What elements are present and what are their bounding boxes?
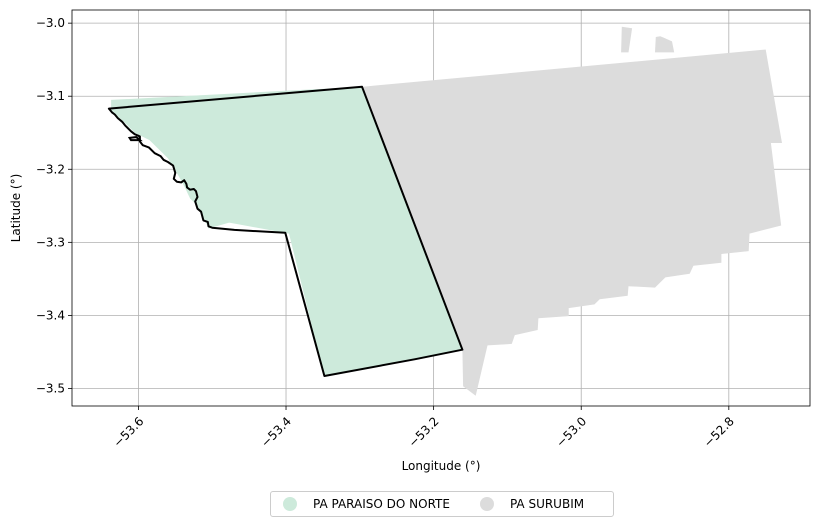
y-tick-label-2: −3.2: [36, 162, 65, 176]
y-axis-label: Latitude (°): [9, 174, 23, 243]
region-pa-surubim-part-2: [655, 36, 675, 53]
y-tick-label-5: −3.5: [36, 381, 65, 395]
region-pa-paraiso-do-norte: [111, 86, 463, 377]
x-tick-label-1: −53.4: [258, 414, 294, 450]
legend-label-paraiso: PA PARAISO DO NORTE: [313, 497, 450, 511]
region-outline-paraiso: [107, 85, 464, 377]
region-pa-surubim-part-1: [621, 26, 633, 53]
plot-frame: [71, 9, 811, 407]
x-tick-label-4: −52.8: [701, 414, 737, 450]
y-tick-label-0: −3.0: [36, 16, 65, 30]
regions-layer: [107, 26, 782, 396]
y-tick-label-1: −3.1: [36, 89, 65, 103]
legend-label-surubim: PA SURUBIM: [509, 497, 585, 511]
legend-swatch-surubim: [479, 497, 494, 511]
legend-swatch-paraiso: [283, 497, 297, 511]
x-tick-label-2: −53.2: [406, 414, 442, 450]
legend-item-surubim: PA SURUBIM: [479, 497, 585, 511]
legend: PA PARAISO DO NORTE PA SURUBIM: [270, 491, 614, 517]
legend-item-paraiso: PA PARAISO DO NORTE: [283, 497, 450, 511]
region-outline-island: [127, 136, 143, 142]
x-tick-label-3: −53.0: [553, 414, 589, 450]
x-tick-label-0: −53.6: [111, 414, 147, 450]
region-pa-surubim: [362, 49, 782, 396]
y-tick-label-3: −3.3: [36, 235, 65, 249]
x-axis-label: Longitude (°): [402, 459, 481, 473]
y-tick-label-4: −3.4: [36, 308, 65, 322]
